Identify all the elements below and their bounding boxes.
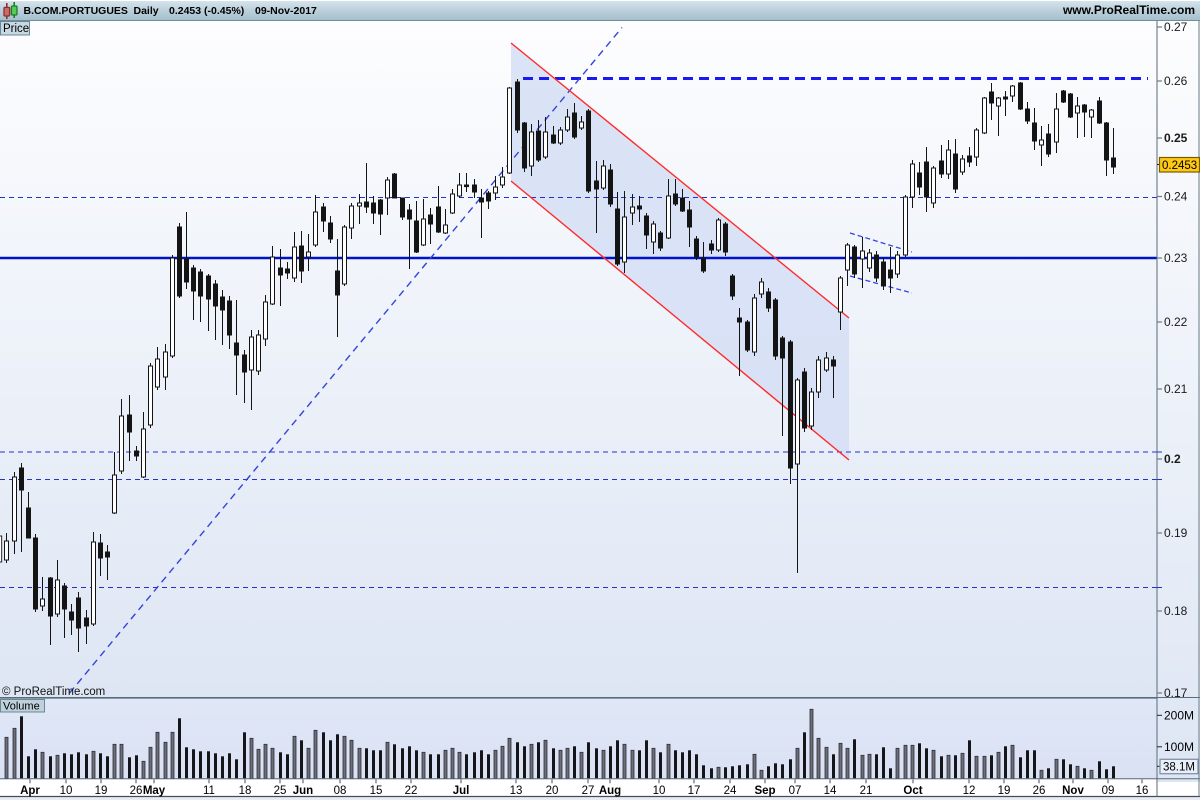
svg-text:May: May <box>143 785 166 797</box>
svg-text:15: 15 <box>370 785 383 797</box>
svg-text:27: 27 <box>582 785 595 797</box>
svg-text:26: 26 <box>1033 785 1046 797</box>
svg-text:Daily: Daily <box>134 5 159 17</box>
svg-text:0.23: 0.23 <box>1164 251 1188 265</box>
svg-text:Price: Price <box>3 23 29 35</box>
svg-text:100M: 100M <box>1164 740 1194 754</box>
svg-text:0.27: 0.27 <box>1164 20 1188 34</box>
svg-text:Nov: Nov <box>1062 785 1084 797</box>
svg-text:19: 19 <box>95 785 108 797</box>
svg-text:Oct: Oct <box>903 785 922 797</box>
svg-text:22: 22 <box>405 785 418 797</box>
svg-text:26: 26 <box>130 785 143 797</box>
svg-text:09-Nov-2017: 09-Nov-2017 <box>255 5 317 17</box>
svg-text:0.2: 0.2 <box>1164 452 1181 466</box>
svg-text:09: 09 <box>1102 785 1115 797</box>
svg-text:Sep: Sep <box>754 785 775 797</box>
svg-text:0.24: 0.24 <box>1164 190 1188 204</box>
svg-text:0.25: 0.25 <box>1164 131 1188 145</box>
svg-text:20: 20 <box>546 785 559 797</box>
svg-text:25: 25 <box>274 785 287 797</box>
svg-text:Jul: Jul <box>453 785 470 797</box>
svg-text:0.19: 0.19 <box>1164 526 1188 540</box>
svg-text:21: 21 <box>860 785 873 797</box>
svg-text:13: 13 <box>510 785 523 797</box>
svg-text:0.2453 (-0.45%): 0.2453 (-0.45%) <box>169 5 244 17</box>
svg-text:11: 11 <box>203 785 215 797</box>
svg-text:12: 12 <box>963 785 976 797</box>
svg-text:Aug: Aug <box>599 785 621 797</box>
svg-text:24: 24 <box>724 785 737 797</box>
svg-text:Volume: Volume <box>3 701 40 713</box>
svg-text:0.17: 0.17 <box>1164 686 1188 700</box>
svg-text:10: 10 <box>60 785 73 797</box>
svg-text:200M: 200M <box>1164 709 1194 723</box>
svg-text:08: 08 <box>334 785 347 797</box>
svg-text:Jun: Jun <box>293 785 313 797</box>
svg-text:18: 18 <box>239 785 252 797</box>
svg-text:www.ProRealTime.com: www.ProRealTime.com <box>1062 3 1195 17</box>
svg-text:17: 17 <box>688 785 701 797</box>
svg-text:Apr: Apr <box>20 785 40 797</box>
svg-text:B.COM.PORTUGUES: B.COM.PORTUGUES <box>24 5 128 17</box>
svg-text:0.26: 0.26 <box>1164 74 1188 88</box>
svg-text:0.22: 0.22 <box>1164 315 1188 329</box>
svg-text:38.1M: 38.1M <box>1163 762 1195 774</box>
svg-text:19: 19 <box>998 785 1011 797</box>
svg-text:0.18: 0.18 <box>1164 604 1188 618</box>
svg-text:16: 16 <box>1136 785 1149 797</box>
svg-text:0.2453: 0.2453 <box>1162 160 1197 172</box>
svg-text:07: 07 <box>789 785 802 797</box>
svg-text:14: 14 <box>824 785 837 797</box>
svg-text:0.21: 0.21 <box>1164 382 1188 396</box>
svg-text:© ProRealTime.com: © ProRealTime.com <box>2 686 105 698</box>
svg-text:10: 10 <box>653 785 666 797</box>
